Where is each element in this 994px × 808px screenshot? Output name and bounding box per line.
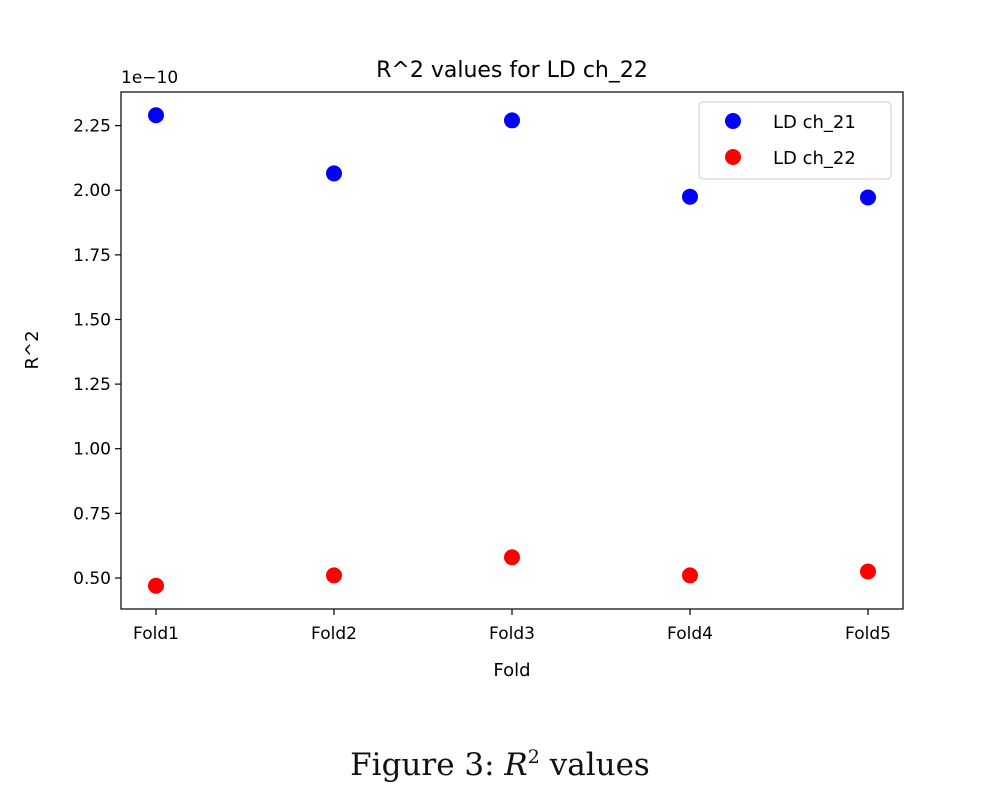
- caption-symbol: R: [503, 747, 527, 783]
- x-tick-label: Fold4: [667, 624, 713, 644]
- y-tick-label: 1.25: [73, 375, 111, 395]
- caption-exponent: 2: [528, 746, 540, 768]
- figure-caption: Figure 3: R2 values: [350, 746, 650, 783]
- data-point-series-1: [860, 189, 876, 206]
- y-axis-label: R^2: [22, 330, 43, 369]
- y-axis-multiplier: 1e−10: [121, 68, 178, 88]
- x-tick-label: Fold5: [845, 624, 891, 644]
- x-axis-label: Fold: [493, 660, 530, 681]
- legend-label: LD ch_22: [773, 148, 856, 169]
- x-tick-label: Fold2: [311, 624, 357, 644]
- data-point-series-1: [148, 107, 164, 124]
- y-tick-label: 1.75: [73, 246, 111, 266]
- y-axis-ticks: 0.50 0.75 1.00 1.25 1.50 1.75 2.00 2.25: [73, 117, 121, 589]
- legend-marker: [725, 113, 741, 129]
- legend-marker: [725, 149, 741, 165]
- data-point-series-1: [504, 112, 520, 129]
- y-tick-label: 1.00: [73, 440, 111, 460]
- legend: LD ch_21 LD ch_22: [698, 101, 892, 180]
- x-tick-label: Fold3: [489, 624, 535, 644]
- data-point-series-2: [860, 563, 876, 580]
- data-point-series-2: [148, 577, 164, 594]
- y-tick-label: 2.25: [73, 117, 111, 137]
- data-point-series-1: [682, 188, 698, 205]
- legend-box: [698, 101, 892, 180]
- data-points: [148, 107, 876, 594]
- data-point-series-1: [326, 165, 342, 182]
- chart-title: R^2 values for LD ch_22: [376, 58, 648, 83]
- legend-label: LD ch_21: [773, 112, 856, 133]
- x-axis-ticks: Fold1 Fold2 Fold3 Fold4 Fold5: [133, 609, 891, 644]
- x-tick-label: Fold1: [133, 624, 179, 644]
- y-tick-label: 2.00: [73, 181, 111, 201]
- data-point-series-2: [682, 567, 698, 584]
- caption-prefix: Figure 3:: [350, 747, 504, 783]
- data-point-series-2: [326, 567, 342, 584]
- caption-suffix: values: [540, 747, 650, 783]
- y-tick-label: 0.50: [73, 569, 111, 589]
- y-tick-label: 0.75: [73, 504, 111, 524]
- data-point-series-2: [504, 549, 520, 566]
- y-tick-label: 1.50: [73, 310, 111, 330]
